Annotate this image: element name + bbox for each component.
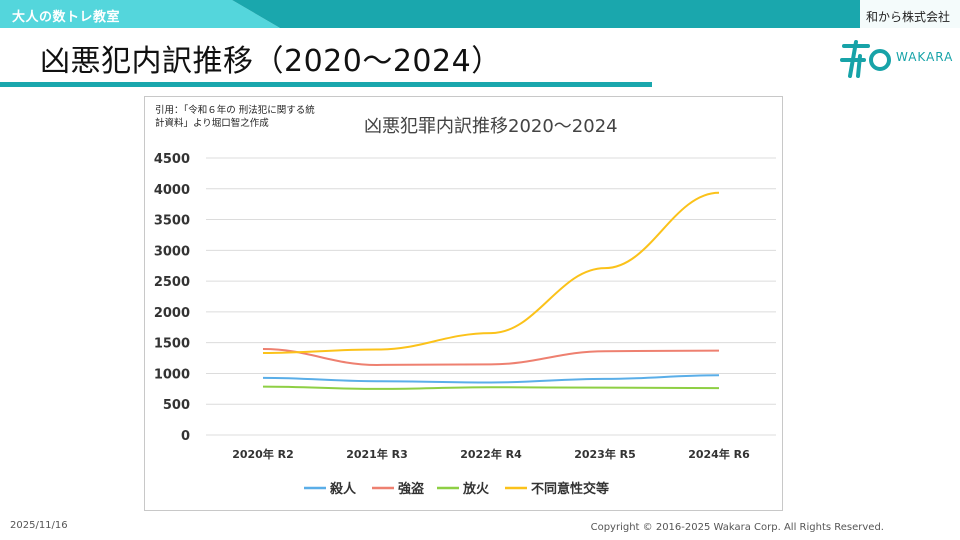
page-title: 凶悪犯内訳推移（2020～2024）: [40, 44, 502, 79]
header-bar: 大人の数トレ教室 和から株式会社: [0, 0, 960, 28]
chart-title: 凶悪犯罪内訳推移2020～2024: [364, 116, 618, 137]
series-line-1: [262, 374, 720, 384]
y-tick-label: 2000: [154, 306, 190, 321]
legend-label: 放火: [462, 481, 490, 497]
y-tick-label: 4500: [154, 152, 190, 167]
chart-frame: [144, 96, 783, 511]
x-tick-label: 2022年 R4: [460, 447, 522, 461]
title-underline: [0, 82, 652, 87]
legend-label: 殺人: [329, 481, 357, 497]
x-tick-label: 2021年 R3: [346, 447, 408, 461]
company-name: 和から株式会社: [865, 10, 950, 24]
brand-label: 大人の数トレ教室: [12, 10, 121, 25]
legend-label: 強盗: [398, 481, 424, 497]
y-axis-ticks: 0 500 1000 1500 2000 2500 3000 3500 4000 4500: [154, 152, 190, 444]
y-tick-label: 1500: [154, 337, 190, 352]
y-tick-label: 0: [181, 429, 190, 444]
y-tick-label: 2500: [154, 275, 190, 290]
footer-copyright: Copyright © 2016-2025 Wakara Corp. All R…: [590, 522, 884, 533]
x-tick-label: 2023年 R5: [574, 447, 636, 461]
series-line-4: [262, 191, 720, 355]
legend-label: 不同意性交等: [531, 481, 609, 497]
citation-line-2: 計資料」より堀口智之作成: [155, 118, 269, 129]
y-tick-label: 1000: [154, 367, 190, 382]
grid-lines: [206, 157, 776, 436]
y-tick-label: 3000: [154, 244, 190, 259]
y-tick-label: 3500: [154, 214, 190, 229]
x-axis-ticks: 2020年 R2 2021年 R3 2022年 R4 2023年 R5 2024年 R6: [232, 447, 750, 461]
x-tick-label: 2024年 R6: [688, 447, 750, 461]
citation-line-1: 引用：「令和６年の 刑法犯に関する統: [155, 105, 315, 116]
series-line-3: [262, 385, 720, 390]
footer-date: 2025/11/16: [10, 520, 68, 531]
header-band: [0, 0, 960, 28]
y-tick-label: 500: [163, 398, 190, 413]
series-lines: [262, 191, 720, 390]
x-tick-label: 2020年 R2: [232, 447, 294, 461]
logo-wordmark: WAKARA: [896, 50, 954, 64]
wakara-logo: [840, 40, 891, 78]
legend: 殺人 強盗 放火 不同意性交等: [304, 481, 609, 497]
citation-note: 引用：「令和６年の 刑法犯に関する統 計資料」より堀口智之作成: [155, 104, 355, 130]
y-tick-label: 4000: [154, 183, 190, 198]
